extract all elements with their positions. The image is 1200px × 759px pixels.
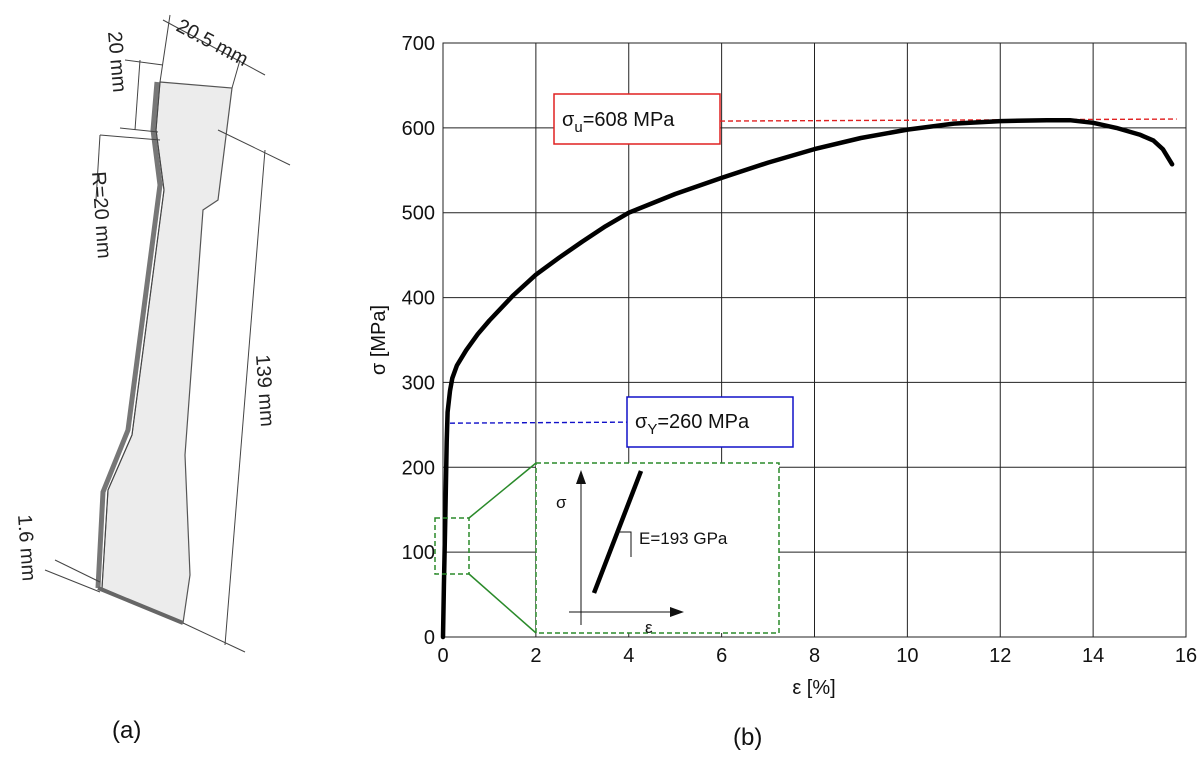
panel-label-b: (b) bbox=[733, 724, 762, 751]
ext-line bbox=[231, 59, 241, 89]
inset-x-arrow bbox=[670, 607, 684, 617]
y-tick-label: 200 bbox=[402, 457, 435, 479]
specimen-edge bbox=[95, 81, 163, 589]
ext-line bbox=[119, 127, 159, 133]
zoom-connector bbox=[468, 573, 537, 634]
y-tick-label: 100 bbox=[402, 542, 435, 564]
ext-line bbox=[124, 59, 164, 66]
dim-line-width bbox=[162, 19, 266, 76]
specimen-drawing: 20.5 mm 20 mm R=20 mm 139 mm 1.6 mm bbox=[13, 14, 291, 653]
y-tick-labels: 0 100 200 300 400 500 600 700 bbox=[402, 33, 435, 649]
dim-line-grip bbox=[134, 59, 141, 131]
zoom-inset: σ ε E=193 GPa bbox=[434, 462, 780, 637]
inset-y-arrow bbox=[576, 470, 586, 484]
y-tick-label: 600 bbox=[402, 118, 435, 140]
dim-radius-label: R=20 mm bbox=[87, 171, 115, 260]
specimen-edge-inner bbox=[101, 81, 165, 589]
yield-strength-box bbox=[626, 396, 794, 448]
y-tick-label: 0 bbox=[424, 627, 435, 649]
ext-line bbox=[54, 559, 101, 583]
x-tick-labels: 0 2 4 6 8 10 12 14 16 bbox=[437, 645, 1197, 667]
x-tick-label: 4 bbox=[623, 645, 634, 667]
dim-width-label: 20.5 mm bbox=[173, 15, 252, 71]
dim-grip-label: 20 mm bbox=[103, 31, 130, 94]
ext-line bbox=[217, 129, 291, 166]
inset-x-label: ε bbox=[645, 618, 653, 637]
zoom-source-box bbox=[434, 517, 470, 575]
y-tick-label: 700 bbox=[402, 33, 435, 55]
x-tick-label: 10 bbox=[896, 645, 918, 667]
ext-line bbox=[182, 622, 246, 653]
zoom-connector bbox=[468, 462, 537, 519]
specimen-bottom-edge bbox=[97, 586, 184, 625]
x-axis-title: ε [%] bbox=[792, 677, 835, 699]
y-tick-label: 500 bbox=[402, 203, 435, 225]
x-tick-label: 0 bbox=[437, 645, 448, 667]
stress-strain-chart: 0 2 4 6 8 10 12 14 16 0 100 200 300 400 500 600 700 ε [… bbox=[368, 33, 1197, 699]
ext-line bbox=[159, 14, 171, 83]
inset-y-label: σ bbox=[556, 493, 567, 512]
x-tick-label: 8 bbox=[809, 645, 820, 667]
inset-box bbox=[535, 462, 780, 634]
x-tick-label: 14 bbox=[1082, 645, 1104, 667]
x-tick-label: 16 bbox=[1175, 645, 1197, 667]
y-tick-label: 300 bbox=[402, 372, 435, 394]
panel-label-a: (a) bbox=[112, 717, 141, 744]
ultimate-strength-line bbox=[719, 118, 1177, 122]
dim-leader-radius bbox=[95, 134, 101, 201]
ultimate-strength-label: σu=608 MPa bbox=[562, 109, 675, 136]
y-tick-label: 400 bbox=[402, 288, 435, 310]
slope-triangle bbox=[617, 531, 632, 557]
modulus-label: E=193 GPa bbox=[639, 529, 728, 548]
stress-strain-curve bbox=[440, 117, 1175, 640]
dim-line-length bbox=[224, 149, 266, 646]
y-axis-title: σ [MPa] bbox=[368, 305, 390, 375]
dim-line-radius bbox=[99, 134, 161, 141]
dim-length-label: 139 mm bbox=[251, 354, 278, 428]
dim-line-thickness bbox=[44, 569, 101, 593]
yield-strength-line bbox=[449, 421, 628, 424]
x-tick-label: 6 bbox=[716, 645, 727, 667]
dim-thickness-label: 1.6 mm bbox=[13, 514, 40, 582]
x-tick-label: 12 bbox=[989, 645, 1011, 667]
specimen-face bbox=[101, 81, 233, 624]
ultimate-strength-box bbox=[553, 93, 721, 145]
yield-strength-label: σY=260 MPa bbox=[635, 411, 750, 438]
x-tick-label: 2 bbox=[530, 645, 541, 667]
